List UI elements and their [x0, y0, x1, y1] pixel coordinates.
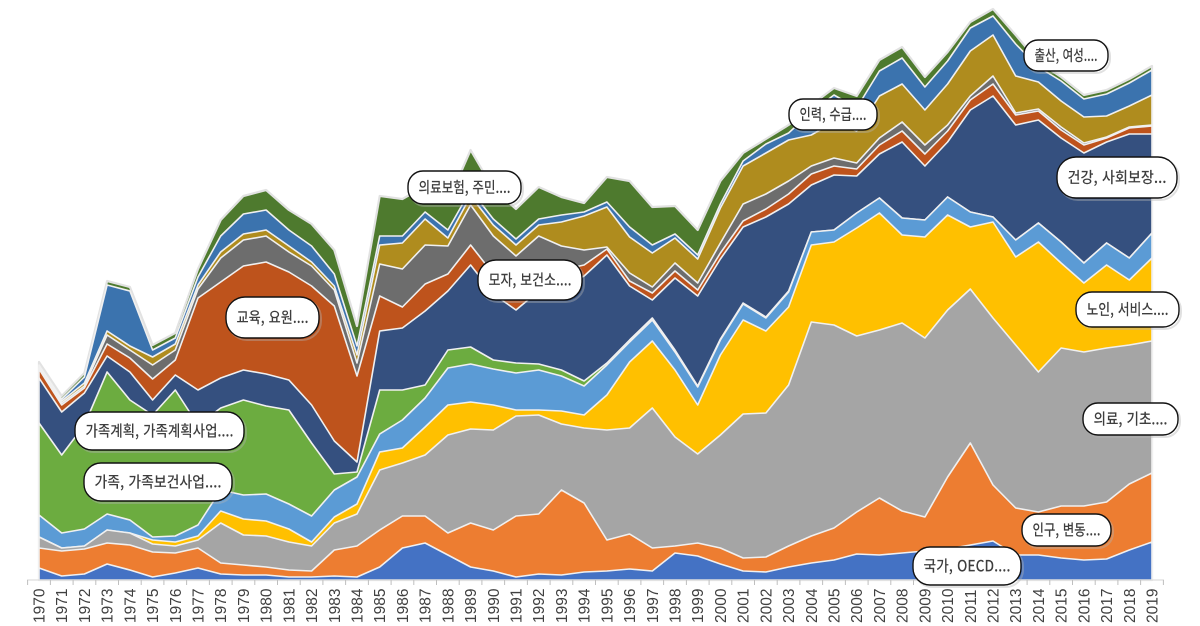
svg-text:2013: 2013 — [1008, 589, 1025, 623]
svg-text:1979: 1979 — [236, 589, 253, 623]
svg-text:2005: 2005 — [827, 589, 844, 623]
svg-text:2004: 2004 — [804, 588, 821, 623]
svg-text:1983: 1983 — [327, 589, 344, 623]
svg-text:2016: 2016 — [1076, 589, 1093, 623]
svg-text:1992: 1992 — [531, 589, 548, 623]
svg-text:1970: 1970 — [32, 588, 49, 623]
svg-text:1981: 1981 — [281, 589, 298, 623]
svg-text:1999: 1999 — [690, 589, 707, 623]
svg-text:2014: 2014 — [1031, 588, 1048, 623]
svg-text:2009: 2009 — [917, 589, 934, 623]
svg-text:1994: 1994 — [577, 588, 594, 623]
svg-text:2019: 2019 — [1145, 589, 1162, 623]
svg-text:1973: 1973 — [100, 589, 117, 623]
svg-text:1972: 1972 — [77, 589, 94, 623]
svg-text:2011: 2011 — [963, 590, 980, 623]
svg-text:1985: 1985 — [372, 589, 389, 623]
svg-text:1980: 1980 — [259, 588, 276, 623]
svg-text:2010: 2010 — [940, 588, 957, 623]
svg-text:2002: 2002 — [758, 589, 775, 623]
svg-text:1993: 1993 — [554, 589, 571, 623]
svg-text:1976: 1976 — [168, 589, 185, 623]
svg-text:1975: 1975 — [145, 589, 162, 623]
svg-text:1978: 1978 — [213, 589, 230, 623]
svg-text:1984: 1984 — [350, 588, 367, 623]
svg-text:1974: 1974 — [122, 588, 139, 623]
svg-text:1982: 1982 — [304, 589, 321, 623]
svg-text:1995: 1995 — [599, 589, 616, 623]
svg-text:1986: 1986 — [395, 589, 412, 623]
svg-text:1991: 1991 — [509, 589, 526, 623]
svg-text:1987: 1987 — [418, 589, 435, 623]
svg-text:2006: 2006 — [849, 589, 866, 623]
svg-text:1988: 1988 — [440, 589, 457, 623]
svg-text:1990: 1990 — [486, 588, 503, 623]
svg-text:1998: 1998 — [668, 589, 685, 623]
svg-text:2003: 2003 — [781, 589, 798, 623]
svg-text:2001: 2001 — [736, 589, 753, 623]
svg-text:2008: 2008 — [895, 589, 912, 623]
svg-text:2000: 2000 — [713, 588, 730, 623]
svg-text:2012: 2012 — [986, 589, 1003, 623]
svg-text:1996: 1996 — [622, 589, 639, 623]
svg-text:1989: 1989 — [463, 589, 480, 623]
svg-text:1977: 1977 — [191, 589, 208, 623]
svg-text:1971: 1971 — [54, 589, 71, 623]
svg-text:1997: 1997 — [645, 589, 662, 623]
svg-text:2007: 2007 — [872, 589, 889, 623]
svg-text:2017: 2017 — [1099, 589, 1116, 623]
svg-text:2018: 2018 — [1122, 589, 1139, 623]
svg-text:2015: 2015 — [1054, 589, 1071, 623]
